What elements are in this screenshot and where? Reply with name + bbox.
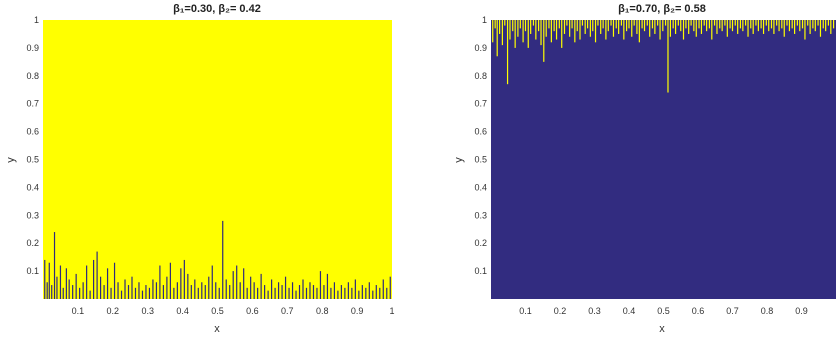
y-tick-label: 0.2	[26, 238, 39, 248]
y-tick-label: 0.7	[474, 99, 487, 109]
x-tick-labels-left: 0.1 0.2 0.3 0.4 0.5 0.6 0.7 0.8 0.9 1	[72, 306, 395, 316]
x-tick-label: 0.1	[519, 306, 532, 316]
x-tick-label: 0.3	[141, 306, 154, 316]
y-tick-label: 0.9	[26, 43, 39, 53]
x-axis-label-left: x	[214, 323, 220, 335]
y-tick-label: 0.2	[474, 238, 487, 248]
y-tick-label: 0.9	[474, 43, 487, 53]
y-tick-label: 0.5	[26, 155, 39, 165]
x-tick-label: 0.7	[726, 306, 739, 316]
heatmap-panel-right: β₁=0.70, β₂= 0.58 0.10.20.30.40.50.60.70…	[453, 3, 836, 335]
y-tick-label: 0.1	[26, 266, 39, 276]
x-tick-label: 0.2	[554, 306, 567, 316]
x-tick-label: 0.5	[211, 306, 224, 316]
x-tick-label: 0.6	[246, 306, 259, 316]
y-tick-label: 0.8	[474, 71, 487, 81]
x-tick-label: 0.4	[623, 306, 636, 316]
y-tick-label: 1	[34, 15, 39, 25]
y-tick-label: 0.6	[26, 127, 39, 137]
y-tick-labels-right: 0.1 0.2 0.3 0.4 0.5 0.6 0.7 0.8 0.9 1	[474, 15, 487, 276]
y-tick-label: 0.3	[26, 210, 39, 220]
y-tick-label: 0.4	[26, 182, 39, 192]
y-tick-label: 0.4	[474, 182, 487, 192]
x-tick-label: 0.9	[795, 306, 808, 316]
y-tick-label: 0.7	[26, 99, 39, 109]
x-tick-label: 0.1	[72, 306, 85, 316]
y-axis-label-left: y	[5, 157, 17, 163]
x-tick-labels-right: 0.1 0.2 0.3 0.4 0.5 0.6 0.7 0.8 0.9	[519, 306, 808, 316]
x-tick-label: 0.6	[692, 306, 705, 316]
y-tick-label: 0.8	[26, 71, 39, 81]
x-tick-label: 0.4	[176, 306, 189, 316]
plot-area-left	[43, 20, 392, 299]
x-tick-label: 0.8	[761, 306, 774, 316]
y-tick-label: 0.6	[474, 127, 487, 137]
y-tick-label: 1	[482, 15, 487, 25]
y-tick-label: 0.1	[474, 266, 487, 276]
chart-title-right: β₁=0.70, β₂= 0.58	[618, 3, 706, 15]
x-tick-label: 0.9	[351, 306, 364, 316]
x-tick-label: 0.2	[107, 306, 120, 316]
y-tick-labels-left: 0.1 0.2 0.3 0.4 0.5 0.6 0.7 0.8 0.9 1	[26, 15, 39, 276]
x-axis-label-right: x	[659, 323, 665, 335]
y-tick-label: 0.5	[474, 155, 487, 165]
x-tick-label: 1	[389, 306, 394, 316]
spike-layer-left	[44, 220, 391, 299]
x-tick-label: 0.8	[316, 306, 329, 316]
chart-title-left: β₁=0.30, β₂= 0.42	[173, 3, 261, 15]
x-tick-label: 0.5	[657, 306, 670, 316]
x-tick-label: 0.7	[281, 306, 294, 316]
x-tick-label: 0.3	[588, 306, 601, 316]
y-axis-label-right: y	[453, 157, 465, 163]
plot-area-right	[491, 20, 836, 299]
spike-layer-right	[492, 20, 835, 93]
y-tick-label: 0.3	[474, 210, 487, 220]
heatmap-panel-left: β₁=0.30, β₂= 0.42 0.10.20.30.40.50.60.70…	[5, 3, 395, 335]
